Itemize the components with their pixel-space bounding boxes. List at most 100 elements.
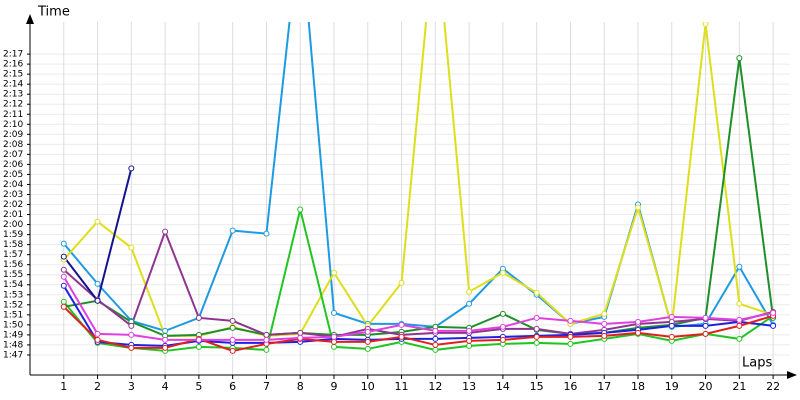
point bbox=[263, 336, 270, 343]
point bbox=[128, 165, 135, 172]
point bbox=[432, 327, 439, 334]
y-tick-label: 2:12 bbox=[3, 100, 23, 110]
point bbox=[60, 298, 67, 305]
y-tick-label: 2:17 bbox=[3, 50, 23, 60]
x-tick-label: 22 bbox=[766, 380, 780, 393]
y-tick-label: 2:06 bbox=[3, 160, 23, 170]
point bbox=[736, 335, 743, 342]
x-tick-label: 8 bbox=[297, 380, 304, 393]
series-line bbox=[63, 228, 774, 338]
point bbox=[567, 340, 574, 347]
y-tick-label: 2:03 bbox=[3, 190, 23, 200]
x-tick-label: 1 bbox=[60, 380, 67, 393]
point bbox=[94, 280, 101, 287]
point bbox=[128, 331, 135, 338]
point bbox=[195, 336, 202, 343]
point bbox=[229, 317, 236, 324]
series-line bbox=[63, 22, 774, 332]
point bbox=[736, 322, 743, 329]
point bbox=[331, 309, 337, 316]
point bbox=[331, 338, 337, 345]
y-tick-label: 1:53 bbox=[3, 290, 23, 300]
y-axis-arrow bbox=[26, 14, 34, 24]
y-tick-label: 1:52 bbox=[3, 300, 23, 310]
series-line bbox=[63, 22, 774, 337]
point bbox=[94, 336, 101, 343]
point bbox=[229, 324, 236, 331]
point bbox=[770, 309, 777, 316]
point bbox=[263, 331, 270, 338]
x-tick-label: 4 bbox=[162, 380, 169, 393]
point bbox=[466, 288, 473, 295]
x-tick-label: 17 bbox=[597, 380, 611, 393]
point bbox=[94, 330, 101, 337]
point bbox=[364, 345, 371, 352]
y-tick-label: 2:13 bbox=[3, 90, 23, 100]
y-tick-label: 2:14 bbox=[3, 80, 23, 90]
point bbox=[702, 314, 709, 321]
point bbox=[364, 338, 371, 345]
point bbox=[60, 240, 67, 247]
y-tick-label: 1:55 bbox=[3, 270, 23, 280]
point bbox=[736, 316, 743, 323]
y-tick-label: 1:59 bbox=[3, 230, 23, 240]
y-tick-label: 1:54 bbox=[3, 280, 23, 290]
point bbox=[702, 322, 709, 329]
plot-area bbox=[60, 22, 777, 354]
point bbox=[533, 325, 540, 332]
point bbox=[162, 327, 169, 334]
point bbox=[635, 318, 641, 325]
x-axis-label: Laps bbox=[742, 356, 772, 371]
y-tick-label: 2:07 bbox=[3, 150, 23, 160]
point bbox=[736, 55, 743, 62]
x-tick-label: 2 bbox=[94, 380, 101, 393]
point bbox=[162, 336, 169, 343]
series-line bbox=[63, 209, 774, 352]
point bbox=[331, 343, 337, 350]
x-tick-label: 6 bbox=[229, 380, 236, 393]
point bbox=[466, 327, 473, 334]
point bbox=[60, 303, 67, 310]
y-tick-label: 1:56 bbox=[3, 260, 23, 270]
point bbox=[128, 344, 135, 351]
point bbox=[195, 343, 202, 350]
point bbox=[668, 322, 675, 329]
point bbox=[533, 333, 540, 340]
point bbox=[736, 300, 743, 307]
grid bbox=[30, 22, 790, 375]
point bbox=[331, 269, 337, 276]
point bbox=[770, 322, 777, 329]
y-tick-label: 2:11 bbox=[3, 110, 23, 120]
y-tick-label: 2:02 bbox=[3, 200, 23, 210]
x-tick-label: 21 bbox=[732, 380, 746, 393]
point bbox=[499, 336, 506, 343]
point bbox=[567, 317, 574, 324]
point bbox=[533, 289, 540, 296]
point bbox=[229, 336, 236, 343]
point bbox=[432, 346, 439, 353]
x-tick-label: 12 bbox=[428, 380, 442, 393]
y-tick-label: 2:04 bbox=[3, 180, 23, 190]
point bbox=[432, 335, 439, 342]
x-tick-label: 7 bbox=[263, 380, 270, 393]
point bbox=[398, 333, 405, 340]
series-line bbox=[63, 57, 775, 337]
x-tick-label: 18 bbox=[631, 380, 645, 393]
x-tick-label: 5 bbox=[195, 380, 202, 393]
x-tick-label: 3 bbox=[128, 380, 135, 393]
y-tick-label: 1:51 bbox=[3, 310, 23, 320]
point bbox=[94, 218, 101, 225]
point bbox=[331, 333, 337, 340]
point bbox=[635, 329, 641, 336]
point bbox=[466, 337, 473, 344]
point bbox=[162, 228, 169, 235]
point bbox=[702, 22, 709, 28]
point bbox=[195, 314, 202, 321]
point bbox=[297, 206, 304, 213]
point bbox=[60, 266, 67, 273]
point bbox=[229, 227, 236, 234]
y-tick-label: 2:10 bbox=[3, 120, 23, 130]
x-tick-label: 11 bbox=[395, 380, 409, 393]
point bbox=[60, 253, 67, 260]
point bbox=[398, 279, 405, 286]
